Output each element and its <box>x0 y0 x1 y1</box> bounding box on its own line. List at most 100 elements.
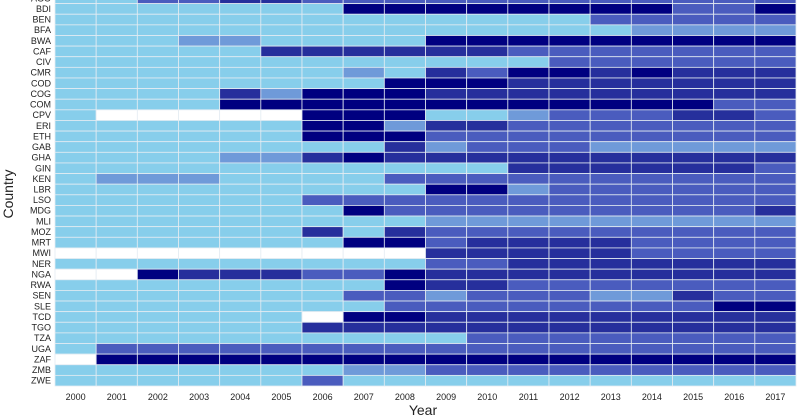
y-tick-label: UGA <box>31 344 51 354</box>
heatmap-cell-zaf-2016 <box>713 353 756 366</box>
heatmap-cell-rwa-2010 <box>466 279 509 291</box>
heatmap-cell-uga-2005 <box>260 343 303 355</box>
heatmap-cell-cmr-2012 <box>548 66 591 79</box>
heatmap-cell-lbr-2016 <box>713 183 756 196</box>
heatmap-cell-cpv-2002 <box>136 109 179 121</box>
heatmap-cell-bwa-2014 <box>630 35 673 47</box>
heatmap-cell-bfa-2008 <box>383 24 426 36</box>
heatmap-cell-tgo-2005 <box>260 321 303 334</box>
heatmap-cell-mwi-2000 <box>54 247 97 259</box>
heatmap-cell-gin-2007 <box>342 162 385 174</box>
heatmap-cell-uga-2007 <box>342 343 385 355</box>
y-tick-label: ZAF <box>34 354 52 364</box>
heatmap-cell-moz-2008 <box>383 226 426 238</box>
heatmap-cell-sle-2008 <box>383 300 426 313</box>
heatmap-cell-ner-2017 <box>754 258 797 270</box>
heatmap-cell-bwa-2012 <box>548 35 591 47</box>
heatmap-cell-mwi-2004 <box>219 247 262 259</box>
heatmap-cell-com-2005 <box>260 98 303 111</box>
heatmap-cell-eri-2013 <box>589 120 632 132</box>
heatmap-cell-caf-2011 <box>507 45 550 58</box>
heatmap-cell-rwa-2007 <box>342 279 385 291</box>
heatmap-cell-ago-2000 <box>54 0 97 5</box>
heatmap-cell-caf-2001 <box>95 45 138 58</box>
heatmap-cell-gab-2005 <box>260 141 303 153</box>
heatmap-cell-rwa-2006 <box>301 279 344 291</box>
heatmap-cell-mrt-2006 <box>301 236 344 249</box>
heatmap-cell-cpv-2003 <box>178 109 221 121</box>
x-tick-labels: 2000 2001 2002 2003 2004 2005 2006 2007 2008 2009… <box>66 392 786 402</box>
heatmap-cell-mwi-2002 <box>136 247 179 259</box>
heatmap-cell-eth-2011 <box>507 130 550 143</box>
heatmap-cell-zwe-2005 <box>260 374 303 387</box>
heatmap-cell-gin-2003 <box>178 162 221 174</box>
heatmap-cell-gab-2008 <box>383 141 426 153</box>
heatmap-cell-ago-2003 <box>178 0 221 5</box>
y-tick-label: BDI <box>36 4 51 14</box>
y-tick-label: GHA <box>31 153 51 163</box>
heatmap-cell-ago-2005 <box>260 0 303 5</box>
heatmap-cell-ner-2008 <box>383 258 426 270</box>
x-axis-title: Year <box>409 402 438 418</box>
heatmap-cell-mdg-2007 <box>342 205 385 217</box>
heatmap-cell-bdi-2016 <box>713 3 756 15</box>
heatmap-cell-zmb-2014 <box>630 364 673 376</box>
heatmap-cell-mdg-2017 <box>754 205 797 217</box>
heatmap-cell-rwa-2003 <box>178 279 221 291</box>
heatmap-cell-gha-2007 <box>342 151 385 164</box>
heatmap-cell-bfa-2000 <box>54 24 97 36</box>
heatmap-cell-uga-2001 <box>95 343 138 355</box>
heatmap-cell-moz-2006 <box>301 226 344 238</box>
heatmap-cell-ken-2002 <box>136 173 179 185</box>
heatmap-cell-uga-2003 <box>178 343 221 355</box>
heatmap-cell-uga-2011 <box>507 343 550 355</box>
heatmap-cell-cog-2007 <box>342 88 385 100</box>
y-tick-label: NER <box>32 259 52 269</box>
heatmap-cell-eth-2003 <box>178 130 221 143</box>
heatmap-cell-gin-2017 <box>754 162 797 174</box>
heatmap-cell-zaf-2012 <box>548 353 591 366</box>
heatmap-cell-bfa-2001 <box>95 24 138 36</box>
heatmap-cell-ben-2012 <box>548 13 591 26</box>
heatmap-cell-sen-2017 <box>754 290 797 302</box>
heatmap-cell-nga-2006 <box>301 268 344 281</box>
heatmap-cell-bdi-2014 <box>630 3 673 15</box>
heatmap-cell-com-2011 <box>507 98 550 111</box>
heatmap-cell-ner-2004 <box>219 258 262 270</box>
heatmap-cell-mwi-2011 <box>507 247 550 259</box>
y-tick-label: KEN <box>32 174 51 184</box>
heatmap-cell-com-2010 <box>466 98 509 111</box>
heatmap-cell-mrt-2016 <box>713 236 756 249</box>
heatmap-cell-gha-2011 <box>507 151 550 164</box>
heatmap-cell-lso-2004 <box>219 194 262 206</box>
heatmap-cell-cpv-2000 <box>54 109 97 121</box>
y-tick-label: CAF <box>33 46 52 56</box>
heatmap-cell-rwa-2008 <box>383 279 426 291</box>
heatmap-cell-civ-2008 <box>383 56 426 68</box>
heatmap-cell-cmr-2010 <box>466 66 509 79</box>
heatmap-cell-bdi-2003 <box>178 3 221 15</box>
y-tick-label: MDG <box>30 206 51 216</box>
heatmap-cell-tza-2002 <box>136 332 179 344</box>
heatmap-cell-mli-2016 <box>713 215 756 228</box>
heatmap-cell-lso-2013 <box>589 194 632 206</box>
heatmap-cell-ben-2010 <box>466 13 509 26</box>
heatmap-cell-tgo-2008 <box>383 321 426 334</box>
heatmap-cell-eth-2000 <box>54 130 97 143</box>
heatmap-cell-ken-2003 <box>178 173 221 185</box>
heatmap-cell-ben-2002 <box>136 13 179 26</box>
heatmap-cell-moz-2012 <box>548 226 591 238</box>
heatmap-cell-cmr-2016 <box>713 66 756 79</box>
heatmap-cell-uga-2010 <box>466 343 509 355</box>
heatmap-cell-eri-2016 <box>713 120 756 132</box>
heatmap-cell-uga-2016 <box>713 343 756 355</box>
heatmap-cell-sen-2013 <box>589 290 632 302</box>
heatmap-cell-tgo-2009 <box>425 321 468 334</box>
heatmap-cell-com-2017 <box>754 98 797 111</box>
heatmap-cell-zmb-2010 <box>466 364 509 376</box>
heatmap-cell-ago-2015 <box>672 0 715 5</box>
heatmap-cell-tza-2012 <box>548 332 591 344</box>
heatmap-cell-uga-2002 <box>136 343 179 355</box>
heatmap-cell-bwa-2000 <box>54 35 97 47</box>
